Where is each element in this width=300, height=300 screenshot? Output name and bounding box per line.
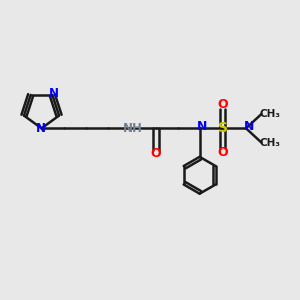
Text: N: N xyxy=(196,120,207,133)
Text: N: N xyxy=(36,122,46,135)
Text: O: O xyxy=(151,147,161,161)
Text: CH₃: CH₃ xyxy=(259,109,280,119)
Text: CH₃: CH₃ xyxy=(259,138,280,148)
Text: N: N xyxy=(49,87,59,100)
Text: S: S xyxy=(218,121,228,135)
Text: NH: NH xyxy=(123,122,143,134)
Text: O: O xyxy=(218,146,228,159)
Text: O: O xyxy=(218,98,228,111)
Text: N: N xyxy=(244,120,254,133)
